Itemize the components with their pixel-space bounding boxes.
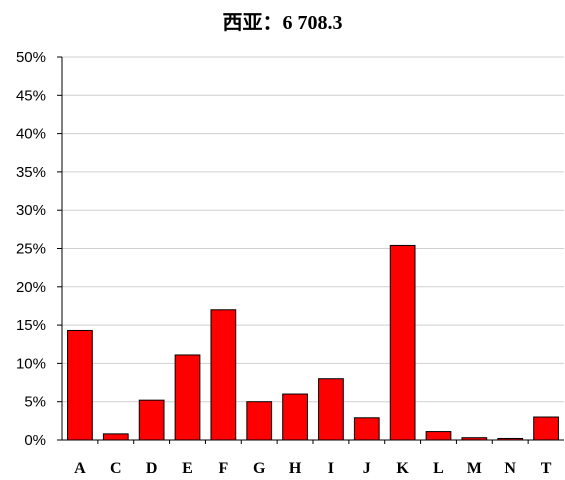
x-tick-label: F xyxy=(218,460,228,477)
bar-H xyxy=(282,393,308,441)
bar-I xyxy=(318,378,344,441)
y-tick-label: 20% xyxy=(16,279,46,296)
bar-A xyxy=(67,329,93,441)
x-tick-label: A xyxy=(74,460,86,477)
bar-T xyxy=(533,416,559,441)
x-tick-label: D xyxy=(146,460,158,477)
y-tick-label: 15% xyxy=(16,317,46,334)
x-tick-label: K xyxy=(396,460,409,477)
y-tick-label: 30% xyxy=(16,202,46,219)
x-tick-label: J xyxy=(363,460,371,477)
bar-L xyxy=(425,431,452,441)
x-tick-label: G xyxy=(253,460,266,477)
bar-F xyxy=(210,309,237,441)
y-tick-label: 45% xyxy=(16,87,46,104)
x-tick-label: L xyxy=(433,460,444,477)
y-tick-label: 40% xyxy=(16,126,46,143)
x-tick-label: N xyxy=(504,460,516,477)
x-tick-label: I xyxy=(328,460,334,477)
y-tick-label: 35% xyxy=(16,164,46,181)
y-tick-label: 25% xyxy=(16,241,46,258)
x-tick-label: T xyxy=(541,460,552,477)
x-tick-label: M xyxy=(467,460,482,477)
bar-C xyxy=(102,433,129,441)
y-tick-label: 10% xyxy=(16,355,46,372)
bar-G xyxy=(246,401,273,441)
x-tick-label: E xyxy=(182,460,193,477)
y-tick-label: 50% xyxy=(16,49,46,66)
bar-D xyxy=(138,399,165,441)
bar-J xyxy=(353,417,380,441)
bar-K xyxy=(389,244,416,441)
x-tick-label: H xyxy=(289,460,302,477)
bar-E xyxy=(174,354,201,441)
y-tick-label: 0% xyxy=(24,432,46,449)
y-tick-label: 5% xyxy=(24,394,46,411)
x-tick-label: C xyxy=(110,460,122,477)
chart-title: 西亚：6 708.3 xyxy=(222,12,343,34)
